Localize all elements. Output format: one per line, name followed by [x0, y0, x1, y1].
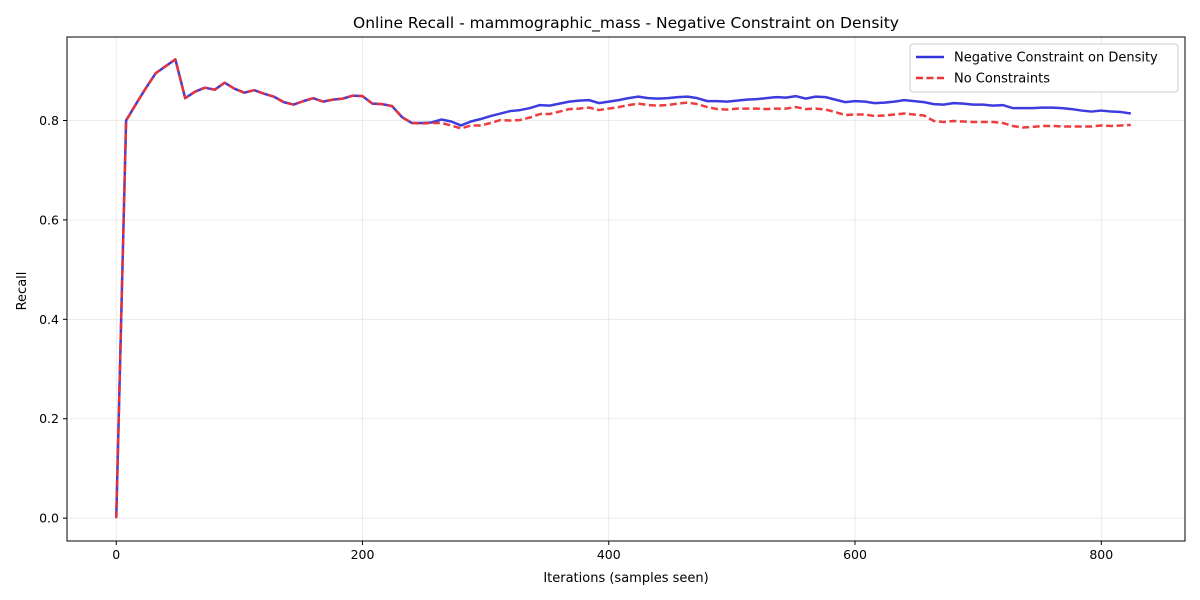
- legend-label: Negative Constraint on Density: [954, 51, 1158, 66]
- x-axis-label: Iterations (samples seen): [543, 571, 708, 586]
- x-tick-label: 800: [1089, 547, 1113, 562]
- series-line-2: [115, 58, 1131, 519]
- x-tick-label: 600: [843, 547, 867, 562]
- legend: Negative Constraint on Density No Constra…: [909, 43, 1179, 93]
- x-tick-label: 400: [597, 547, 621, 562]
- y-tick-label: 0.2: [39, 411, 59, 426]
- y-axis-label: Recall: [15, 272, 30, 311]
- plot-frame: [66, 36, 1186, 542]
- series-line-1: [115, 58, 1132, 519]
- y-tick-label: 0.6: [39, 212, 59, 227]
- grid-layer: [67, 37, 1185, 541]
- tick-layer: 0 200 400 600 800 0.0 0.2 0.4 0.6 0.8: [39, 113, 1113, 562]
- x-tick-label: 200: [351, 547, 375, 562]
- chart-title: Online Recall - mammographic_mass - Nega…: [353, 14, 899, 33]
- y-tick-label: 0.0: [39, 511, 59, 526]
- x-tick-label: 0: [112, 547, 120, 562]
- legend-box: [909, 43, 1179, 93]
- legend-label: No Constraints: [954, 72, 1050, 87]
- series-layer: [115, 58, 1132, 519]
- y-tick-label: 0.4: [39, 312, 59, 327]
- y-tick-label: 0.8: [39, 113, 59, 128]
